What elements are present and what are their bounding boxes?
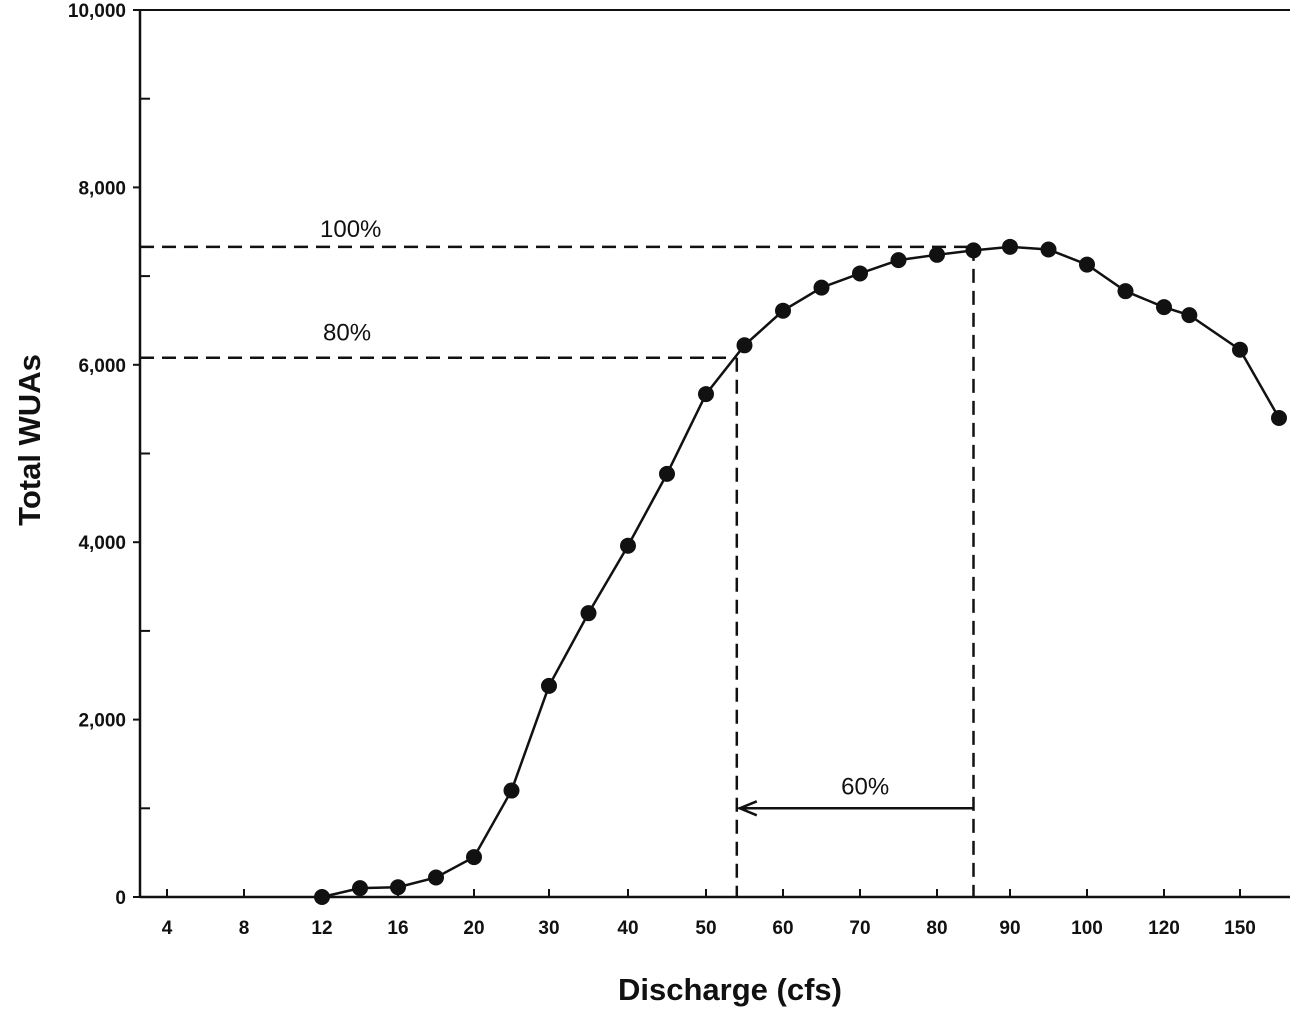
x-axis-title: Discharge (cfs) [618,972,842,1007]
data-point [390,879,406,896]
x-tick-label: 12 [311,918,332,939]
data-point [1002,238,1018,255]
data-point [352,880,368,897]
y-tick-label: 8,000 [78,178,126,199]
data-point [541,677,557,694]
label-100-percent: 100% [320,216,381,243]
data-point [1040,241,1057,258]
x-tick-label: 50 [695,918,716,939]
axes [133,9,1290,899]
data-point [428,869,444,886]
x-tick-label: 30 [538,918,559,939]
x-tick-label: 90 [999,918,1020,939]
x-tick-label: 80 [926,918,947,939]
y-tick-label: 0 [115,888,126,909]
x-tick-label: 120 [1148,918,1180,939]
x-tick-label: 16 [387,918,408,939]
y-axis-title: Total WUAs [12,354,47,526]
data-point [852,265,868,282]
data-point [659,465,675,482]
data-point [1117,283,1134,300]
data-point [466,849,482,866]
data-point [1079,256,1095,273]
x-tick-label: 150 [1224,918,1256,939]
data-series [314,238,1287,905]
label-60-percent: 60% [841,773,889,800]
data-point [775,302,791,319]
data-point [929,246,945,263]
data-point [503,782,520,799]
x-tick-label: 20 [463,918,484,939]
x-tick-label: 4 [162,918,173,939]
data-point [1232,341,1248,358]
data-point [813,279,830,296]
series-line [321,245,1281,899]
data-point [620,537,636,554]
data-point [965,242,982,259]
data-point [1156,299,1172,316]
y-tick-label: 4,000 [78,533,126,554]
y-tick-label: 6,000 [78,356,126,377]
data-point [698,386,714,403]
data-point [1271,410,1287,427]
reference-lines [140,245,975,897]
arrow-60-percent-head [736,800,758,817]
y-tick-label: 10,000 [68,1,126,22]
data-point [580,605,597,622]
y-tick-label: 2,000 [78,711,126,732]
x-tick-label: 100 [1071,918,1103,939]
data-point [736,337,753,354]
x-tick-label: 60 [772,918,793,939]
x-tick-label: 40 [617,918,638,939]
label-80-percent: 80% [323,320,371,347]
x-tick-label: 8 [239,918,250,939]
data-point [890,252,907,269]
x-tick-label: 70 [849,918,870,939]
labels: 0 2,000 4,000 6,000 8,000 10,000 4 8 12 16 20 30 40 5… [12,1,1256,1007]
data-point [1181,307,1198,324]
data-point [314,889,330,905]
